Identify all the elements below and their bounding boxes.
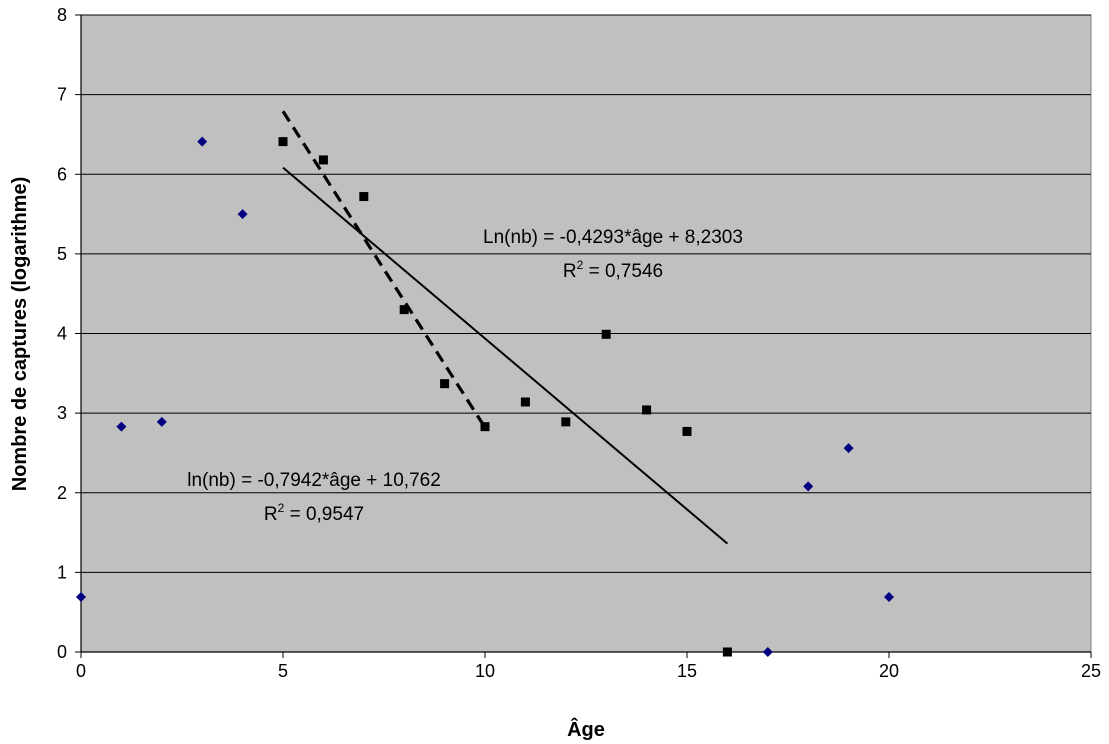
x-tick-label-5: 25 — [1081, 661, 1101, 681]
x-tick-label-4: 20 — [879, 661, 899, 681]
r2-exponent: 2 — [577, 258, 584, 272]
r2-value: = 0,9547 — [284, 504, 364, 525]
point-diamond-5 — [762, 647, 773, 657]
solid-trendline-equation-text: Ln(nb) = -0,4293*âge + 8,2303 — [483, 227, 743, 248]
point-diamond-8 — [884, 592, 894, 603]
gridlines — [81, 14, 1091, 573]
r2-exponent: 2 — [278, 501, 285, 515]
r2-letter: R — [563, 261, 577, 282]
dashed-trendline-equation: ln(nb) = -0,7942*âge + 10,762 R2 = 0,954… — [187, 470, 441, 525]
y-tick-label-7: 7 — [57, 85, 67, 105]
point-diamond-1 — [116, 421, 127, 432]
point-square-0 — [278, 137, 288, 147]
point-diamond-6 — [803, 481, 814, 492]
point-square-2 — [359, 192, 369, 202]
y-axis-title: Nombre de captures (logarithme) — [9, 177, 31, 492]
point-square-9 — [642, 405, 652, 415]
y-tick-label-0: 0 — [57, 642, 67, 662]
y-tick-label-4: 4 — [57, 324, 67, 344]
trendline-dashed — [281, 110, 487, 429]
point-square-8 — [601, 329, 611, 339]
y-tick-label-8: 8 — [57, 5, 67, 25]
r2-value: = 0,7546 — [583, 261, 663, 282]
x-tick-label-1: 5 — [278, 661, 288, 681]
y-tick-label-6: 6 — [57, 164, 67, 184]
point-diamond-7 — [843, 443, 854, 454]
point-square-4 — [440, 379, 450, 389]
x-axis-title: Âge — [567, 717, 605, 741]
point-square-1 — [318, 155, 328, 165]
x-tick-label-3: 15 — [677, 661, 697, 681]
dashed-trendline-equation-text: ln(nb) = -0,7942*âge + 10,762 — [187, 470, 441, 491]
solid-trendline-equation: Ln(nb) = -0,4293*âge + 8,2303 R2 = 0,754… — [483, 227, 743, 282]
point-square-10 — [682, 426, 692, 436]
x-tick-label-0: 0 — [76, 661, 86, 681]
x-tick-label-2: 10 — [475, 661, 495, 681]
point-square-7 — [561, 417, 571, 427]
point-diamond-3 — [197, 136, 208, 147]
point-diamond-4 — [237, 209, 248, 220]
dashed-trendline-r2: R2 = 0,9547 — [264, 501, 364, 525]
y-tick-labels: 0 1 2 3 4 5 6 7 8 — [57, 5, 67, 662]
point-diamond-0 — [76, 592, 86, 603]
r2-letter: R — [264, 504, 278, 525]
point-square-3 — [399, 305, 409, 315]
point-square-6 — [520, 397, 530, 407]
y-tick-label-3: 3 — [57, 403, 67, 423]
solid-trendline-r2: R2 = 0,7546 — [563, 258, 663, 282]
point-square-11 — [722, 647, 732, 657]
point-diamond-2 — [156, 416, 167, 427]
axes — [75, 14, 1092, 658]
x-tick-labels: 0 5 10 15 20 25 — [76, 661, 1101, 681]
y-tick-label-1: 1 — [57, 562, 67, 582]
point-square-5 — [480, 422, 490, 432]
trendline-solid — [282, 166, 729, 545]
y-tick-label-2: 2 — [57, 483, 67, 503]
trendlines — [281, 110, 729, 545]
y-tick-label-5: 5 — [57, 244, 67, 264]
data-points — [76, 136, 894, 657]
